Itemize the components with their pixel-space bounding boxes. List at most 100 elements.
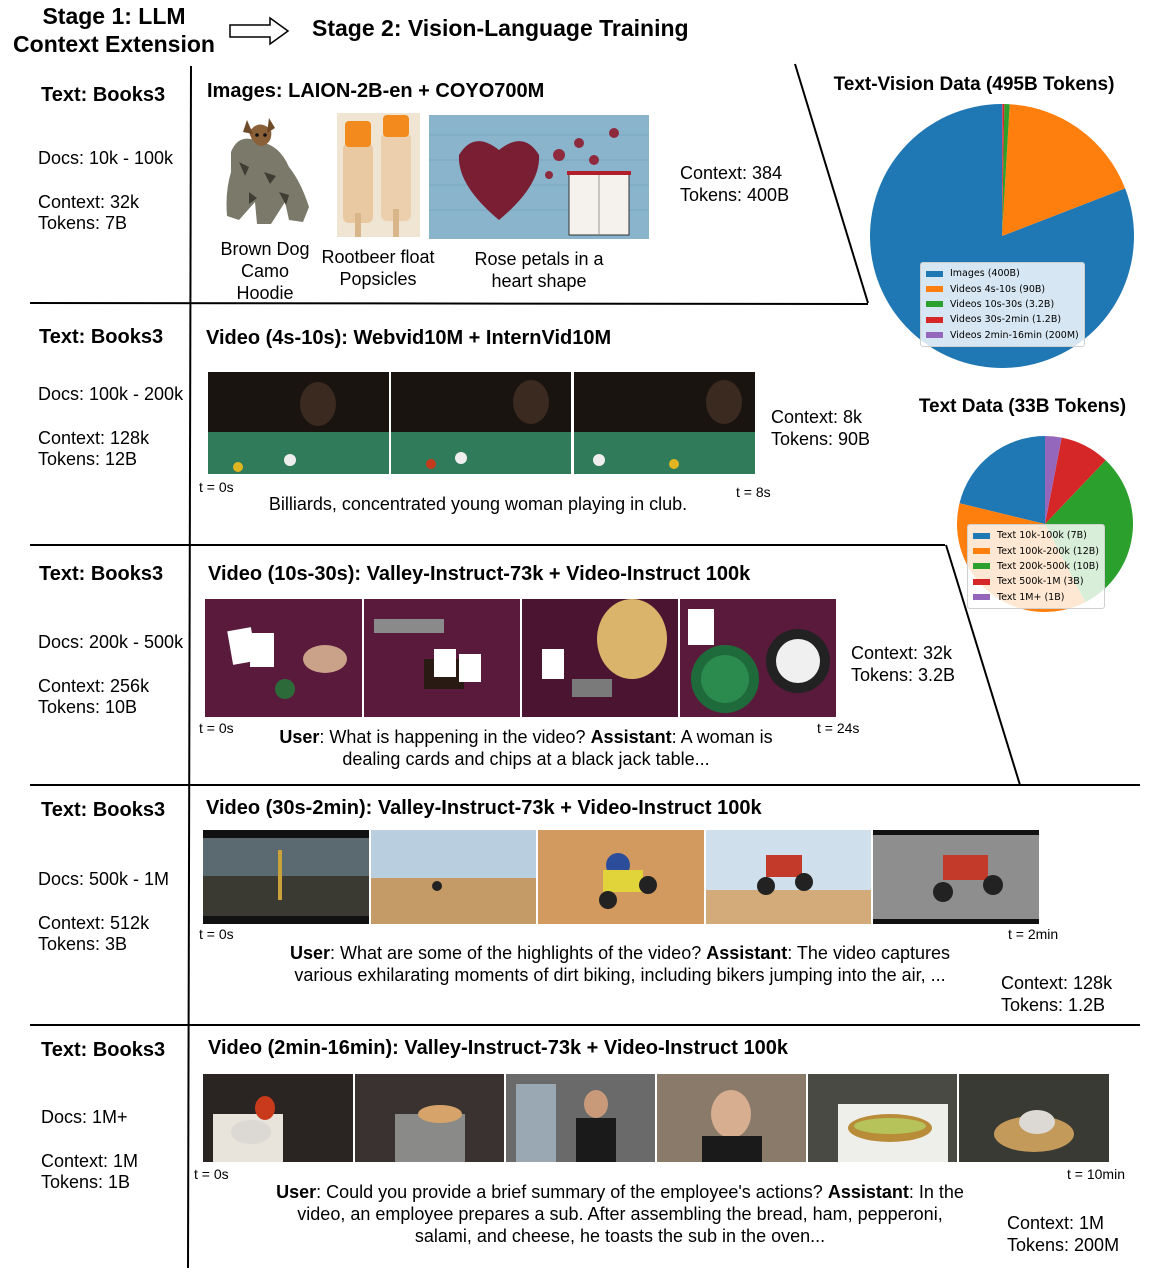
pie-slice	[1045, 437, 1106, 524]
user-label: User	[276, 1182, 317, 1202]
pie2-legend: Text 10k-100k (7B) Text 100k-200k (12B) Te…	[967, 524, 1105, 609]
assistant-text: : The video captures various exhilaratin…	[294, 943, 951, 985]
row4-dialogue: User: What are some of the highlights of…	[280, 942, 960, 986]
assistant-label: Assistant	[706, 943, 788, 963]
row3-text-label: Text: Books3	[39, 563, 164, 585]
assistant-text: : In the video, an employee prepares a s…	[297, 1182, 964, 1246]
row2-context-tokens: Context: 128k Tokens: 12B	[38, 428, 150, 469]
row3-section-title: Video (10s-30s): Valley-Instruct-73k + V…	[208, 563, 751, 585]
row3-vl-context-tokens: Context: 32k Tokens: 3.2B	[851, 643, 956, 685]
pie2-title: Text Data (33B Tokens)	[918, 396, 1127, 417]
row1-text-label: Text: Books3	[41, 84, 166, 106]
assistant-label: Assistant	[827, 1182, 909, 1202]
row5-section-title: Video (2min-16min): Valley-Instruct-73k …	[208, 1037, 789, 1059]
pie-slice	[959, 436, 1045, 524]
stage2-title: Stage 2: Vision-Language Training	[312, 15, 689, 41]
sub-prep-frame	[355, 1074, 504, 1162]
legend-label: Text 500k-1M (3B)	[997, 576, 1084, 588]
row1-vl-context-tokens: Context: 384 Tokens: 400B	[680, 163, 790, 205]
row3-dialogue: User: What is happening in the video? As…	[270, 726, 782, 770]
row5-vl-context-tokens: Context: 1M Tokens: 200M	[1007, 1213, 1120, 1255]
user-text: : Could you provide a brief summary of t…	[316, 1182, 828, 1202]
legend-swatch	[926, 270, 943, 277]
blackjack-frame	[522, 599, 678, 717]
legend-item: Text 1M+ (1B)	[973, 590, 1099, 605]
assistant-text: : A woman is dealing cards and chips at …	[342, 727, 773, 769]
row4-section-title: Video (30s-2min): Valley-Instruct-73k + …	[206, 797, 762, 819]
row5-t-start: t = 0s	[194, 1166, 229, 1182]
user-text: : What are some of the highlights of the…	[330, 943, 707, 963]
legend-swatch	[973, 548, 990, 555]
legend-swatch	[973, 594, 990, 601]
row4-t-start: t = 0s	[199, 926, 234, 942]
row3-t-end: t = 24s	[817, 720, 860, 736]
row4-context-tokens: Context: 512k Tokens: 3B	[38, 913, 150, 954]
sub-prep-frame	[657, 1074, 806, 1162]
sub-prep-frame	[959, 1074, 1109, 1162]
assistant-label: Assistant	[590, 727, 672, 747]
pie-slice	[1002, 104, 1010, 236]
legend-item: Text 100k-200k (12B)	[973, 543, 1099, 558]
image-caption-popsicles: Rootbeer float Popsicles	[321, 247, 435, 289]
user-label: User	[289, 943, 330, 963]
row2-caption: Billiards, concentrated young woman play…	[268, 494, 688, 514]
billiards-frame	[391, 372, 571, 474]
legend-item: Images (400B)	[926, 266, 1079, 281]
blackjack-frame	[680, 599, 836, 717]
row4-t-end: t = 2min	[1008, 926, 1059, 942]
legend-label: Text 100k-200k (12B)	[997, 545, 1099, 557]
blackjack-frame	[364, 599, 520, 717]
row5-context-tokens: Context: 1M Tokens: 1B	[41, 1151, 139, 1192]
user-text: : What is happening in the video?	[319, 727, 591, 747]
legend-label: Images (400B)	[950, 268, 1020, 280]
row5-t-end: t = 10min	[1067, 1166, 1125, 1182]
row5-dialogue: User: Could you provide a brief summary …	[270, 1181, 970, 1247]
row2-docs: Docs: 100k - 200k	[38, 384, 184, 404]
legend-label: Text 1M+ (1B)	[997, 591, 1065, 603]
legend-item: Text 200k-500k (10B)	[973, 559, 1099, 574]
legend-label: Videos 10s-30s (3.2B)	[950, 298, 1055, 310]
legend-swatch	[973, 563, 990, 570]
row1-docs: Docs: 10k - 100k	[38, 148, 174, 168]
legend-label: Text 200k-500k (10B)	[997, 560, 1099, 572]
legend-label: Text 10k-100k (7B)	[997, 530, 1087, 542]
legend-swatch	[973, 532, 990, 539]
popsicles-image	[337, 113, 420, 237]
legend-item: Text 500k-1M (3B)	[973, 574, 1099, 589]
legend-label: Videos 30s-2min (1.2B)	[950, 314, 1062, 326]
legend-item: Videos 4s-10s (90B)	[926, 281, 1079, 296]
legend-swatch	[926, 286, 943, 293]
legend-label: Videos 2min-16min (200M)	[950, 329, 1079, 341]
row5-docs: Docs: 1M+	[41, 1107, 128, 1127]
row5-text-label: Text: Books3	[41, 1039, 166, 1061]
image-caption-rose: Rose petals in a heart shape	[474, 249, 604, 291]
dirtbike-frame	[706, 830, 871, 924]
row2-t-end: t = 8s	[736, 484, 771, 500]
right-arrow-icon	[229, 16, 290, 46]
image-caption-dog: Brown Dog Camo Hoodie	[220, 239, 310, 303]
legend-swatch	[926, 301, 943, 308]
dog-hoodie-image	[209, 112, 321, 230]
row3-docs: Docs: 200k - 500k	[38, 632, 184, 652]
pie-slice	[1045, 436, 1062, 524]
row1-context-tokens: Context: 32k Tokens: 7B	[38, 192, 140, 233]
pie-slice	[1002, 104, 1005, 236]
row2-t-start: t = 0s	[199, 479, 234, 495]
legend-item: Videos 2min-16min (200M)	[926, 328, 1079, 343]
row2-vl-context-tokens: Context: 8k Tokens: 90B	[771, 407, 871, 449]
dirtbike-frame	[873, 830, 1039, 924]
pie1-title: Text-Vision Data (495B Tokens)	[833, 74, 1115, 95]
dirtbike-frame	[203, 830, 369, 924]
row2-text-label: Text: Books3	[39, 326, 164, 348]
sub-prep-frame	[506, 1074, 655, 1162]
rose-petals-image	[429, 115, 649, 239]
user-label: User	[279, 727, 320, 747]
pie-slice	[1002, 104, 1126, 236]
legend-label: Videos 4s-10s (90B)	[950, 283, 1046, 295]
legend-swatch	[926, 316, 943, 323]
row3-context-tokens: Context: 256k Tokens: 10B	[38, 676, 150, 717]
row2-section-title: Video (4s-10s): Webvid10M + InternVid10M	[206, 327, 612, 349]
legend-item: Videos 30s-2min (1.2B)	[926, 312, 1079, 327]
row1-section-title: Images: LAION-2B-en + COYO700M	[207, 80, 545, 102]
billiards-frame	[208, 372, 389, 474]
